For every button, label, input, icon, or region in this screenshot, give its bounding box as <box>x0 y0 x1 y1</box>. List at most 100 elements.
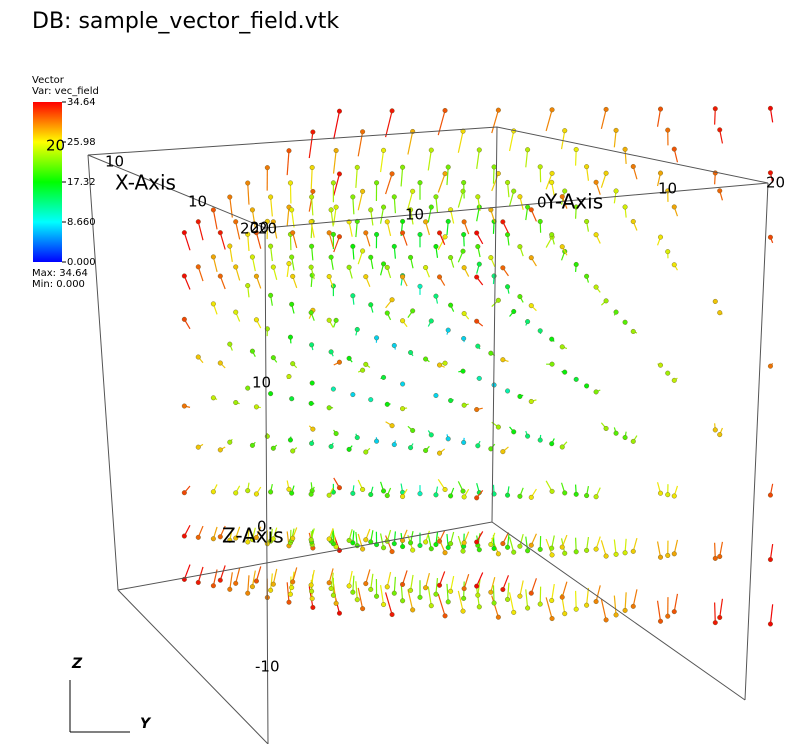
vector-shaft <box>502 575 510 590</box>
vector-head <box>495 424 501 430</box>
vector-head <box>330 180 336 186</box>
vector-head <box>562 490 568 496</box>
vector-head <box>584 547 590 553</box>
vector-head <box>433 194 439 200</box>
vector-head <box>245 590 251 596</box>
vector-head <box>195 534 201 540</box>
vector-head <box>363 537 369 543</box>
vector-head <box>505 179 511 185</box>
vector-head <box>245 488 251 494</box>
vector-head <box>511 429 517 435</box>
vector-head <box>511 308 517 314</box>
triad-y-label: Y <box>140 716 152 732</box>
vector-head <box>423 585 429 591</box>
vector-shaft <box>600 598 607 621</box>
vector-head <box>350 392 356 398</box>
vector-head <box>368 254 374 260</box>
y-axis-title: Y-Axis <box>544 190 603 214</box>
vector-head <box>622 607 628 613</box>
vector-head <box>603 106 609 112</box>
legend-max: Max: 34.64 <box>32 268 88 279</box>
vector-head <box>350 243 356 249</box>
vector-head <box>417 594 423 600</box>
y-tick-label: 20 <box>766 174 785 192</box>
vector-shaft <box>600 540 607 557</box>
vector-head <box>286 486 292 492</box>
vector-head <box>360 486 366 492</box>
vector-shaft <box>212 256 218 272</box>
vector-shaft <box>673 593 679 612</box>
vector-head <box>423 448 429 454</box>
vector-head <box>363 361 369 367</box>
vector-head <box>460 248 466 254</box>
vector-head <box>227 439 233 445</box>
vector-shaft <box>379 150 385 173</box>
vector-shaft <box>357 131 364 157</box>
vector-head <box>442 550 448 556</box>
vector-shaft <box>506 582 510 600</box>
vector-head <box>559 594 565 600</box>
vector-head <box>474 539 480 545</box>
vector-shaft <box>212 209 218 230</box>
vector-shaft <box>545 597 553 619</box>
vector-head <box>505 492 511 498</box>
vector-head <box>270 581 276 587</box>
vector-shaft <box>286 207 290 227</box>
vector-head <box>308 537 314 543</box>
vector-head <box>603 425 609 431</box>
vector-head <box>460 608 466 614</box>
vector-head <box>417 180 423 186</box>
box-verticals <box>87 126 769 744</box>
vector-head <box>448 302 454 308</box>
vector-head <box>712 620 718 626</box>
z-axis-title: Z-Axis <box>222 524 284 548</box>
vector-shaft <box>292 567 298 583</box>
vector-head <box>310 129 316 135</box>
vector-head <box>511 549 517 555</box>
vector-head <box>210 207 216 213</box>
vector-shaft <box>545 109 553 132</box>
vector-head <box>460 488 466 494</box>
vector-head <box>712 555 718 561</box>
vector-head <box>505 284 511 290</box>
vector-head <box>195 444 201 450</box>
vector-head <box>474 495 480 501</box>
vector-head <box>511 609 517 615</box>
vector-shaft <box>255 232 262 249</box>
vector-head <box>442 234 448 240</box>
vector-head <box>474 274 480 280</box>
vector-head <box>573 204 579 210</box>
vector-head <box>584 493 590 499</box>
x-tick-label: 20 <box>240 220 259 238</box>
vector-head <box>658 234 664 240</box>
vector-head <box>360 188 366 194</box>
vector-head <box>381 147 387 153</box>
vector-head <box>423 356 429 362</box>
vector-head <box>491 164 497 170</box>
vector-head <box>384 310 390 316</box>
vector-head <box>363 274 369 280</box>
vector-head <box>573 606 579 612</box>
vector-head <box>671 551 677 557</box>
vector-shaft <box>656 600 662 622</box>
vector-shaft <box>393 576 397 594</box>
vector-shaft <box>769 543 774 560</box>
vector-head <box>433 492 439 498</box>
vector-head <box>767 621 773 627</box>
legend-label: 17.32 <box>67 177 96 188</box>
vector-shaft <box>714 542 716 559</box>
vector-head <box>233 400 239 406</box>
vector-head <box>511 188 517 194</box>
vector-head <box>613 612 619 618</box>
vector-head <box>622 435 628 441</box>
vector-head <box>326 405 332 411</box>
vector-shaft <box>508 592 515 613</box>
vector-head <box>630 328 636 334</box>
legend-label: 34.64 <box>67 97 96 108</box>
vector-head <box>270 445 276 451</box>
vector-shaft <box>600 109 607 130</box>
vector-head <box>712 106 718 112</box>
vector-shaft <box>719 598 724 618</box>
vector-head <box>289 396 295 402</box>
vector-shaft <box>332 150 337 174</box>
